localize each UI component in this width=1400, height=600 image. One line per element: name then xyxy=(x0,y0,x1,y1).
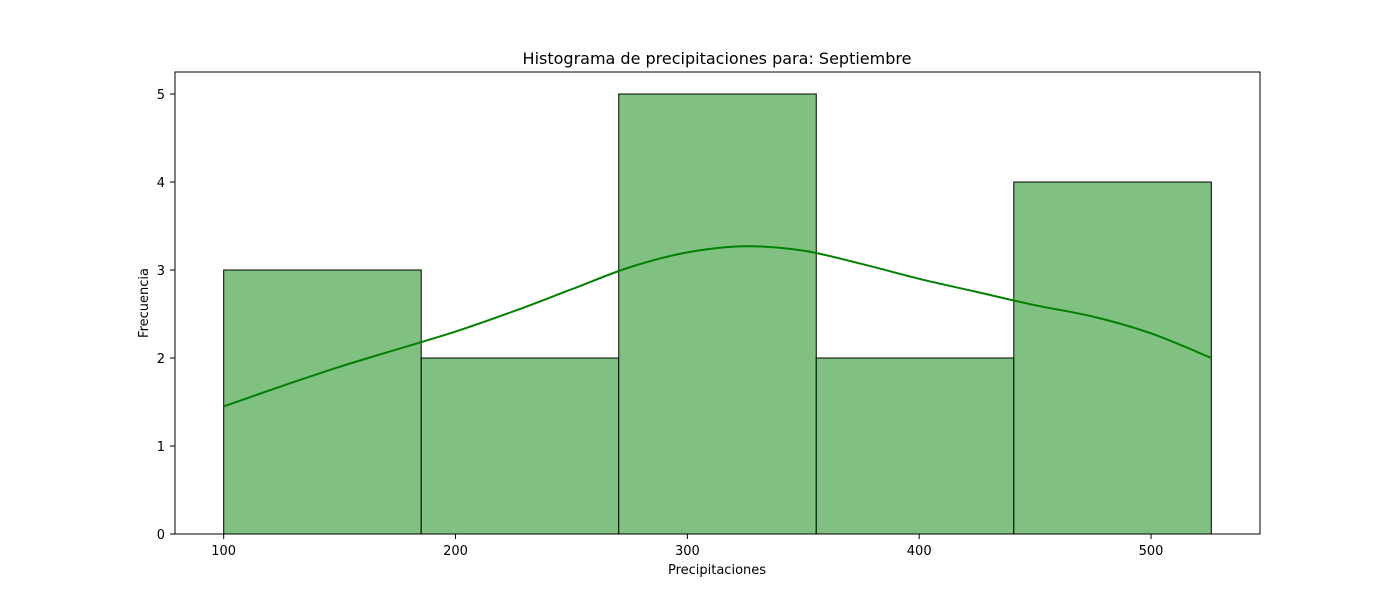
histogram-bar-5 xyxy=(1013,181,1212,535)
kde-group xyxy=(223,245,1212,408)
y-tick-label: 5 xyxy=(157,88,165,103)
x-tick-label: 300 xyxy=(675,544,700,559)
histogram-bar-1 xyxy=(223,269,422,535)
x-tick-label: 500 xyxy=(1139,544,1164,559)
y-tick-label: 0 xyxy=(157,528,165,543)
y-tick-label: 3 xyxy=(157,264,165,279)
x-tick-label: 400 xyxy=(907,544,932,559)
y-axis-ticks: 0 1 2 3 4 5 xyxy=(157,88,175,543)
y-axis-label: Frecuencia xyxy=(137,268,152,338)
histogram-bar-2 xyxy=(420,357,620,535)
y-tick-label: 4 xyxy=(157,176,165,191)
histogram-bar-3 xyxy=(618,93,817,535)
y-tick-label: 1 xyxy=(157,440,165,455)
kde-line xyxy=(223,245,1212,408)
y-tick-label: 2 xyxy=(157,352,165,367)
x-tick-label: 200 xyxy=(443,544,468,559)
histogram-bar-4 xyxy=(815,357,1015,535)
plot-frame xyxy=(174,71,1261,535)
x-axis-label: Precipitaciones xyxy=(668,563,766,578)
x-tick-label: 100 xyxy=(211,544,236,559)
bars-group xyxy=(223,93,1212,535)
x-axis-ticks: 100 200 300 400 500 xyxy=(211,534,1163,559)
chart-title: Histograma de precipitaciones para: Sept… xyxy=(523,49,912,68)
